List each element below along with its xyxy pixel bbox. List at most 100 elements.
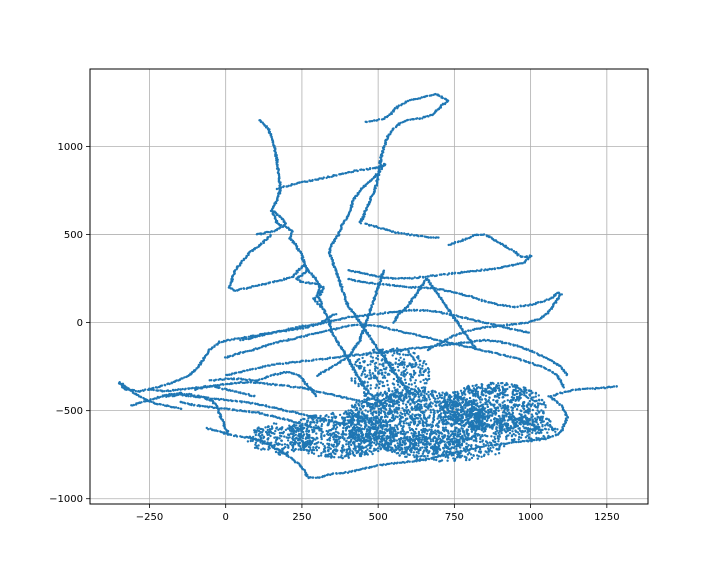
data-point [229,354,232,358]
data-point [458,332,461,336]
data-point [162,390,166,393]
data-point [412,332,416,336]
data-point [287,184,290,187]
data-point [411,408,414,411]
data-point [519,359,522,362]
data-point [177,388,180,391]
data-point [516,329,520,332]
data-point [549,395,552,398]
data-point [339,355,342,358]
data-point [426,348,430,352]
data-point [282,339,285,342]
data-point [508,323,511,327]
data-point [481,349,484,352]
data-point [235,400,239,403]
data-point [353,323,356,327]
data-point [588,387,592,390]
data-point [279,362,282,365]
data-point [281,409,285,412]
data-point [404,403,408,406]
data-point [384,408,388,411]
data-point [531,350,534,354]
data-point [443,102,447,106]
data-point [597,387,601,390]
data-point [140,396,143,399]
data-point [233,408,236,411]
data-point [333,394,336,397]
data-point [401,102,404,106]
data-point [263,382,266,385]
data-point [398,418,401,421]
data-point [190,403,193,407]
data-point [466,317,469,321]
data-point [360,219,363,222]
data-point [266,414,269,417]
data-point [439,402,443,405]
data-point [438,396,442,399]
data-point [319,284,322,287]
data-point [393,329,396,332]
data-point [337,344,341,347]
data-point [467,329,470,332]
data-point [377,275,380,278]
data-point [305,281,308,284]
data-point [437,236,440,239]
data-point [264,126,268,129]
data-point [397,232,400,235]
data-point [571,388,574,391]
data-point [241,435,244,439]
data-point [229,433,233,437]
data-point [354,270,357,273]
data-point [429,408,432,412]
data-point [304,359,308,362]
data-point [445,312,449,315]
data-point [254,367,257,370]
data-point [300,412,303,416]
data-point [527,331,530,334]
data-point [303,413,306,417]
data-point [342,396,346,399]
data-point [236,409,239,412]
data-point [365,402,369,405]
data-point [242,287,245,290]
data-point [301,180,304,183]
data-point [331,472,335,475]
data-point [343,293,346,296]
data-point [370,224,373,227]
data-point [207,396,210,399]
data-point [222,383,225,386]
data-point [314,300,317,303]
data-point [491,351,494,354]
data-point [459,341,463,344]
data-point [448,336,452,339]
data-point [509,342,512,346]
data-point [359,424,363,427]
data-point [463,341,466,344]
data-point [251,336,254,339]
data-point [316,302,319,306]
data-point [399,424,403,427]
data-point [287,338,290,341]
data-point [196,386,200,389]
data-point [318,286,321,289]
data-point [273,280,276,283]
data-point [304,324,307,327]
data-point [341,355,345,358]
data-point [435,401,438,404]
data-point [540,300,544,304]
data-point [457,315,460,318]
data-point [331,365,334,368]
data-point [235,390,238,393]
data-point [239,351,242,354]
data-point [307,388,310,391]
data-point [424,275,427,279]
data-point [295,360,299,364]
data-point [499,353,502,357]
data-point [174,406,178,409]
data-point [578,388,582,391]
data-point [375,184,379,187]
data-point [266,230,270,234]
data-point [251,401,254,405]
data-point [423,279,426,283]
